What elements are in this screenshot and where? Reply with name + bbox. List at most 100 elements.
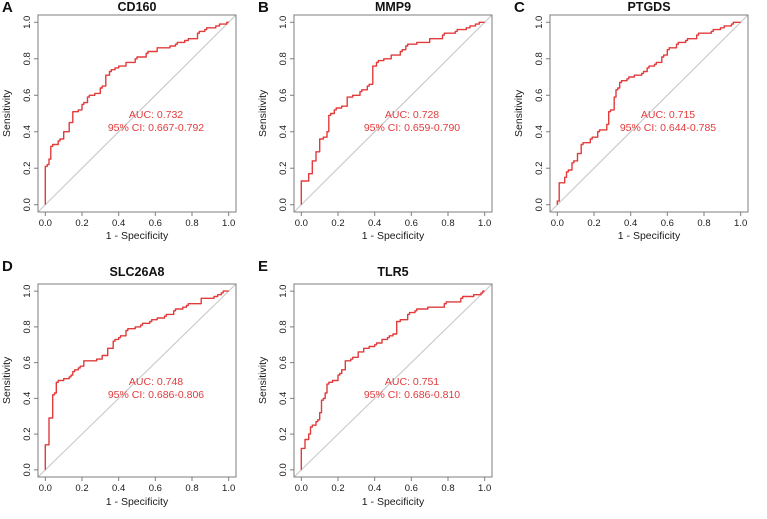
panel-letter-d: D [2, 258, 13, 275]
y-tick-label: 0.2 [22, 162, 33, 175]
roc-panel-ptgds: C PTGDS Sensitivity 0.0 0.2 0.4 0.6 0.8 1.0 0.… [512, 0, 767, 259]
y-tick-label: 0.2 [534, 162, 545, 175]
plot-frame [293, 283, 493, 478]
x-tick-label: 0.6 [149, 218, 162, 229]
roc-panel-mmp9: B MMP9 Sensitivity 0.0 0.2 0.4 0.6 0.8 1.0 0.0… [256, 0, 512, 259]
x-axis-label: 1 - Specificity [105, 230, 169, 242]
x-tick-label: 0.6 [405, 218, 418, 229]
x-tick-label: 1.0 [478, 483, 491, 494]
x-tick-label: 1.0 [478, 218, 491, 229]
y-tick-label: 0.6 [22, 89, 33, 102]
x-tick-label: 0.8 [185, 483, 198, 494]
panel-letter-b: B [258, 0, 269, 16]
x-tick-label: 1.0 [222, 483, 235, 494]
panel-title: SLC26A8 [109, 265, 165, 279]
plot-frame [549, 14, 749, 213]
x-tick-label: 0.2 [587, 218, 600, 229]
x-tick-label: 0.0 [39, 218, 52, 229]
roc-panel-tlr5: E TLR5 Sensitivity 0.0 0.2 0.4 0.6 0.8 1.0 0.0… [256, 259, 512, 519]
x-tick-label: 0.4 [368, 218, 381, 229]
roc-plot-canvas: 0.0 0.2 0.4 0.6 0.8 1.0 0.0 0.2 0.4 0.6 0.8 1.0 [22, 14, 237, 229]
y-tick-label: 0.6 [278, 89, 289, 102]
y-tick-label: 0.2 [278, 428, 289, 441]
x-tick-label: 0.0 [551, 218, 564, 229]
y-tick-label: 0.8 [278, 52, 289, 65]
ci-value: 95% CI: 0.686-0.806 [107, 389, 205, 401]
auc-value: AUC: 0.751 [384, 376, 440, 388]
panel-letter-e: E [258, 258, 269, 275]
x-axis-label: 1 - Specificity [105, 496, 169, 508]
roc-curve [44, 21, 229, 205]
y-tick-label: 0.8 [22, 320, 33, 333]
roc-plot-canvas: 0.0 0.2 0.4 0.6 0.8 1.0 0.0 0.2 0.4 0.6 0.8 1.0 [22, 283, 237, 494]
x-axis-label: 1 - Specificity [361, 496, 425, 508]
x-tick-label: 0.8 [441, 218, 454, 229]
plot-frame [293, 14, 493, 213]
x-tick-label: 0.8 [441, 483, 454, 494]
ci-value: 95% CI: 0.644-0.785 [619, 122, 717, 134]
x-tick-label: 0.0 [295, 483, 308, 494]
x-tick-label: 0.6 [149, 483, 162, 494]
plot-frame [37, 283, 237, 478]
roc-curve [44, 290, 229, 470]
y-tick-label: 0.4 [22, 125, 33, 138]
panel-title: MMP9 [374, 0, 412, 14]
y-tick-label: 0.4 [22, 392, 33, 405]
x-tick-label: 0.6 [405, 483, 418, 494]
y-tick-label: 1.0 [278, 16, 289, 29]
roc-panel-cd160: A CD160 Sensitivity 0.0 0.2 0.4 0.6 0.8 1.0 0.… [0, 0, 256, 259]
auc-annotation: AUC: 0.732 95% CI: 0.667-0.792 [108, 109, 204, 135]
x-tick-label: 0.0 [39, 483, 52, 494]
auc-annotation: AUC: 0.715 95% CI: 0.644-0.785 [620, 109, 716, 135]
x-tick-label: 0.2 [331, 483, 344, 494]
y-tick-label: 0.4 [278, 125, 289, 138]
y-tick-label: 1.0 [534, 16, 545, 29]
y-tick-label: 0.0 [278, 198, 289, 211]
ci-value: 95% CI: 0.667-0.792 [107, 122, 205, 134]
y-tick-label: 0.6 [278, 356, 289, 369]
roc-curve [556, 21, 741, 205]
y-tick-label: 0.4 [278, 392, 289, 405]
y-tick-label: 1.0 [22, 285, 33, 298]
roc-curve [300, 290, 485, 470]
auc-annotation: AUC: 0.728 95% CI: 0.659-0.790 [364, 109, 460, 135]
x-tick-label: 0.2 [75, 483, 88, 494]
x-axis-label: 1 - Specificity [617, 230, 681, 242]
diagonal-reference-line [37, 283, 237, 478]
panel-letter-c: C [514, 0, 525, 16]
y-tick-label: 0.4 [534, 125, 545, 138]
y-tick-label: 0.0 [22, 198, 33, 211]
diagonal-reference-line [549, 14, 749, 213]
x-tick-label: 0.6 [661, 218, 674, 229]
y-tick-label: 0.6 [22, 356, 33, 369]
ci-value: 95% CI: 0.686-0.810 [363, 389, 461, 401]
roc-panel-slc26a8: D SLC26A8 Sensitivity 0.0 0.2 0.4 0.6 0.8 1.0… [0, 259, 256, 519]
y-tick-label: 0.8 [22, 52, 33, 65]
roc-plot-canvas: 0.0 0.2 0.4 0.6 0.8 1.0 0.0 0.2 0.4 0.6 0.8 1.0 [278, 14, 493, 229]
roc-plot-canvas: 0.0 0.2 0.4 0.6 0.8 1.0 0.0 0.2 0.4 0.6 0.8 1.0 [534, 14, 749, 229]
y-tick-label: 0.0 [278, 463, 289, 476]
diagonal-reference-line [293, 283, 493, 478]
panel-title: PTGDS [627, 0, 671, 14]
roc-curve [300, 21, 485, 205]
y-tick-label: 0.0 [534, 198, 545, 211]
y-tick-label: 0.2 [22, 428, 33, 441]
roc-plot-canvas: 0.0 0.2 0.4 0.6 0.8 1.0 0.0 0.2 0.4 0.6 0.8 1.0 [278, 283, 493, 494]
auc-value: AUC: 0.748 [128, 376, 184, 388]
panel-title: TLR5 [377, 265, 409, 279]
diagonal-reference-line [37, 14, 237, 213]
y-tick-label: 0.2 [278, 162, 289, 175]
auc-value: AUC: 0.715 [640, 109, 696, 121]
auc-annotation: AUC: 0.748 95% CI: 0.686-0.806 [108, 376, 204, 402]
y-tick-label: 1.0 [278, 285, 289, 298]
x-tick-label: 1.0 [222, 218, 235, 229]
x-axis-label: 1 - Specificity [361, 230, 425, 242]
x-tick-label: 0.2 [75, 218, 88, 229]
auc-value: AUC: 0.728 [384, 109, 440, 121]
x-tick-label: 0.4 [112, 483, 125, 494]
panel-title: CD160 [117, 0, 157, 14]
diagonal-reference-line [293, 14, 493, 213]
y-tick-label: 0.6 [534, 89, 545, 102]
auc-annotation: AUC: 0.751 95% CI: 0.686-0.810 [364, 376, 460, 402]
